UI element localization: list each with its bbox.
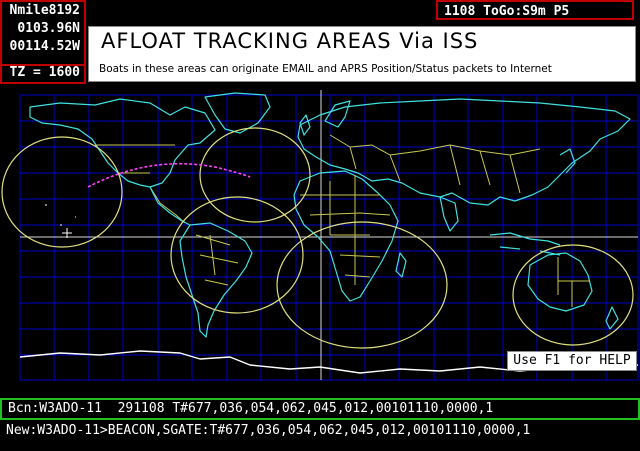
uk-coast [299,114,311,136]
iss-ground-track [87,162,251,188]
title-banner: AFLOAT TRACKING AREAS Via ISS Boats in t… [88,26,636,82]
central-america-coast [149,186,191,226]
madagascar-coast [395,252,407,278]
timezone-readout: TZ = 1600 [9,65,80,80]
help-hint-button[interactable]: Use F1 for HELP [507,351,637,371]
north-america-coast [29,98,216,188]
longitude-readout: 00114.52W [9,39,80,54]
pacific-islands [45,204,76,238]
coverage-area-south-atlantic [276,221,448,349]
eurasia-coast [297,98,631,206]
africa-coast [293,170,399,302]
page-subtitle: Boats in these areas can originate EMAIL… [99,63,552,75]
coverage-area-australia [512,244,634,346]
page-title: AFLOAT TRACKING AREAS Via ISS [101,29,479,53]
india-coast [439,196,459,232]
coverage-area-north-atlantic [199,127,311,223]
australia-borders [557,257,590,307]
new-packet-line: New:W3ADO-11>BEACON,SGATE:T#677,036,054,… [6,423,531,438]
south-america-borders [195,234,239,286]
timezone-panel: TZ = 1600 [0,64,86,84]
status-panel: 1108 ToGo:S9m P5 [436,0,634,20]
north-america-borders [95,144,186,224]
grid-label: Nmile8192 [9,3,80,18]
japan-coast [559,148,576,174]
south-america-coast [179,222,253,338]
africa-borders [300,175,391,285]
scandinavia-coast [324,100,351,128]
latitude-readout: 0103.96N [17,21,80,36]
help-hint-label: Use F1 for HELP [513,353,631,368]
greenland-coast [204,92,271,134]
coverage-area-pacific [1,136,123,248]
australia-coast [527,252,593,312]
new-zealand-coast [605,306,619,330]
coverage-area-south-america [170,196,304,314]
world-map[interactable] [0,85,640,395]
eurasia-borders [329,134,541,194]
beacon-line: Bcn:W3ADO-11 291108 T#677,036,054,062,04… [0,398,640,420]
status-readout: 1108 ToGo:S9m P5 [444,4,570,19]
coverage-areas [1,127,634,349]
